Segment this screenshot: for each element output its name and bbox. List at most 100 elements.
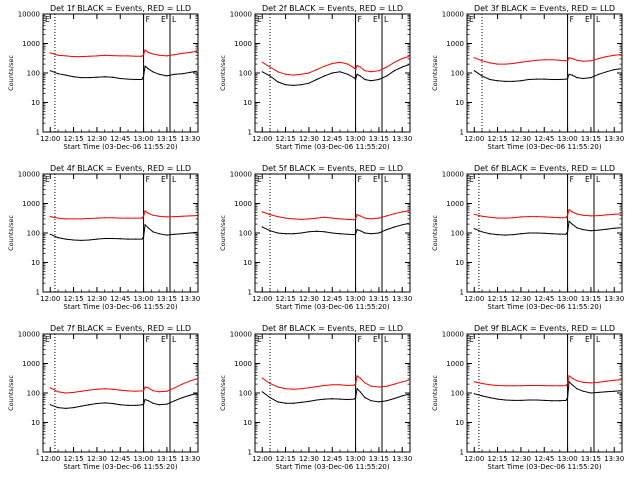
lld-data-point <box>582 60 584 62</box>
events-data-point <box>619 68 622 70</box>
events-data-point <box>300 84 302 86</box>
x-tick-label: 12:00 <box>40 135 60 143</box>
segment-marker: F <box>146 335 150 344</box>
y-tick-label: 100 <box>239 70 252 78</box>
events-series-line <box>262 64 409 86</box>
x-axis-label: Start Time (03-Dec-06 11:55:20) <box>487 303 601 311</box>
events-data-point <box>543 78 545 80</box>
chart-title: Det 8f BLACK = Events, RED = LLD <box>262 324 403 333</box>
x-tick-label: 13:30 <box>392 135 412 143</box>
lld-data-point <box>88 217 90 220</box>
x-tick-label: 12:00 <box>40 295 60 303</box>
events-data-point <box>605 228 608 230</box>
lld-data-point <box>195 215 197 217</box>
lld-data-point <box>559 385 561 387</box>
events-data-point <box>559 400 561 402</box>
events-data-point <box>339 71 341 73</box>
events-data-point <box>80 239 82 241</box>
events-data-point <box>88 404 90 406</box>
segment-marker: E <box>45 335 50 344</box>
segment-marker: E <box>373 335 378 344</box>
events-data-point <box>543 399 545 401</box>
y-tick-label: 1000 <box>22 200 40 208</box>
y-axis-label: Counts/sec <box>7 55 15 91</box>
lld-data-point <box>127 217 129 219</box>
lld-data-point <box>152 214 154 216</box>
events-data-point <box>174 400 176 402</box>
events-data-point <box>195 70 197 72</box>
events-data-point <box>535 232 538 234</box>
segment-marker: L <box>596 15 601 24</box>
lld-data-point <box>353 219 355 221</box>
lld-data-point <box>323 65 326 67</box>
segment-marker: F <box>570 335 574 344</box>
events-data-point <box>111 76 114 78</box>
events-data-point <box>96 402 98 405</box>
chart-panel-1: Det 1f BLACK = Events, RED = LLD 1 10 100 10… <box>7 4 200 151</box>
lld-data-point <box>520 385 522 387</box>
lld-data-point <box>473 57 475 59</box>
events-data-point <box>189 71 191 73</box>
events-data-point <box>568 381 570 383</box>
x-tick-label: 12:45 <box>110 135 130 143</box>
lld-data-point <box>323 216 326 218</box>
x-tick-label: 13:30 <box>392 295 412 303</box>
x-tick-label: 12:15 <box>487 455 507 463</box>
lld-data-point <box>96 388 98 390</box>
lld-data-point <box>347 63 349 65</box>
lld-data-point <box>88 389 90 391</box>
segment-marker: E <box>161 15 166 24</box>
lld-data-point <box>356 64 358 67</box>
lld-data-point <box>512 217 514 219</box>
lld-data-point <box>359 215 361 217</box>
lld-data-point <box>144 49 146 51</box>
events-data-point <box>269 75 271 77</box>
events-data-point <box>300 232 302 234</box>
events-data-point <box>613 390 615 392</box>
x-tick-label: 13:30 <box>180 135 200 143</box>
lld-data-point <box>49 216 51 218</box>
events-data-point <box>285 402 287 404</box>
lld-data-point <box>308 218 310 220</box>
segment-marker: E <box>161 335 166 344</box>
lld-data-point <box>528 216 530 218</box>
lld-data-point <box>401 211 403 213</box>
y-axis-label: Counts/sec <box>219 215 227 251</box>
chart-panel-2: Det 2f BLACK = Events, RED = LLD 1 10 100 10… <box>219 4 412 151</box>
events-data-point <box>481 75 483 77</box>
y-tick-label: 10 <box>243 419 252 427</box>
events-data-point <box>567 397 569 399</box>
lld-data-point <box>598 215 600 217</box>
events-data-point <box>370 400 372 402</box>
x-tick-label: 12:30 <box>299 295 319 303</box>
events-data-point <box>57 73 59 75</box>
events-data-point <box>111 237 114 240</box>
lld-data-point <box>565 217 567 219</box>
lld-data-point <box>195 378 197 380</box>
events-data-point <box>393 70 395 72</box>
events-data-point <box>49 233 51 235</box>
y-tick-label: 100 <box>451 70 464 78</box>
events-data-point <box>568 73 570 75</box>
lld-data-point <box>520 61 522 63</box>
chart-panel-4: Det 4f BLACK = Events, RED = LLD 1 10 100 10… <box>7 164 200 311</box>
lld-data-point <box>605 380 608 382</box>
lld-data-point <box>359 377 361 379</box>
y-tick-label: 1 <box>36 449 40 457</box>
segment-marker: E <box>257 335 262 344</box>
lld-data-point <box>489 62 491 64</box>
y-tick-label: 10 <box>243 259 252 267</box>
x-tick-label: 12:15 <box>63 455 83 463</box>
lld-data-point <box>551 385 553 387</box>
lld-data-point <box>497 217 499 219</box>
lld-data-point <box>181 52 183 55</box>
events-data-point <box>308 231 310 233</box>
events-data-point <box>619 227 622 229</box>
lld-data-point <box>378 386 380 388</box>
lld-data-point <box>613 379 615 381</box>
events-data-point <box>57 237 59 239</box>
events-data-point <box>489 397 491 399</box>
x-axis-label: Start Time (03-Dec-06 11:55:20) <box>275 303 389 311</box>
lld-data-point <box>166 390 168 392</box>
x-tick-label: 13:00 <box>133 295 153 303</box>
